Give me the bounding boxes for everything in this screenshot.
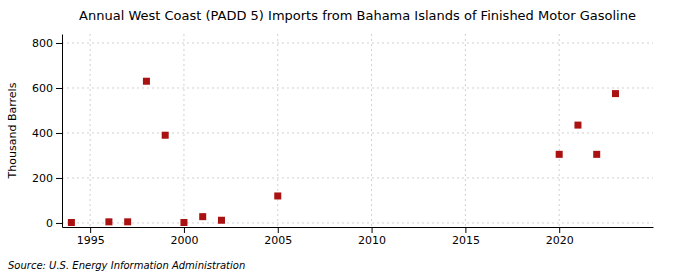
- y-axis-label: Thousand Barrels: [6, 82, 19, 179]
- x-axis: 1995 2000 2005 2010 2015 2020: [63, 227, 654, 247]
- axis-line: [63, 227, 654, 228]
- grid-line: [559, 34, 560, 227]
- point: [612, 90, 619, 97]
- grid: [62, 34, 653, 227]
- tick: 2020: [546, 227, 574, 247]
- tick: 1995: [77, 227, 105, 247]
- tick-mark: [559, 227, 560, 233]
- tick-label: 600: [32, 82, 53, 95]
- grid-line: [62, 222, 653, 223]
- point: [556, 151, 563, 158]
- tick-label: 200: [32, 172, 53, 185]
- point: [274, 192, 281, 199]
- point: [180, 219, 187, 226]
- tick-mark: [465, 227, 466, 233]
- tick-label: 2000: [170, 234, 198, 247]
- tick-mark: [56, 88, 62, 89]
- grid-line: [183, 34, 184, 227]
- tick: 600: [32, 82, 62, 95]
- tick-mark: [56, 43, 62, 44]
- point: [68, 219, 75, 226]
- marks: [68, 78, 619, 226]
- tick-mark: [278, 227, 279, 233]
- tick-mark: [56, 178, 62, 179]
- grid-line: [62, 42, 653, 43]
- tick-mark: [90, 227, 91, 233]
- point: [162, 132, 169, 139]
- tick: 400: [32, 127, 62, 140]
- point: [574, 122, 581, 129]
- axis-line: [62, 35, 63, 228]
- tick: 2005: [264, 227, 292, 247]
- point: [143, 78, 150, 85]
- tick-label: 1995: [77, 234, 105, 247]
- tick-label: 2015: [452, 234, 480, 247]
- point: [218, 217, 225, 224]
- point: [124, 218, 131, 225]
- grid-line: [371, 34, 372, 227]
- tick-mark: [184, 227, 185, 233]
- tick: 2015: [452, 227, 480, 247]
- tick-label: 800: [32, 37, 53, 50]
- grid-line: [62, 132, 653, 133]
- tick-label: 2010: [358, 234, 386, 247]
- plot: 1995 2000 2005 2010 2015 2020 0 200 400 600 800: [32, 34, 654, 247]
- tick-mark: [56, 223, 62, 224]
- point: [593, 151, 600, 158]
- source: Source: U.S. Energy Information Administ…: [8, 260, 245, 271]
- tick: 800: [32, 37, 62, 50]
- tick-mark: [56, 133, 62, 134]
- grid-line: [62, 177, 653, 178]
- tick: 200: [32, 172, 62, 185]
- point: [199, 213, 206, 220]
- tick-label: 2005: [264, 234, 292, 247]
- point: [105, 218, 112, 225]
- y-axis: 0 200 400 600 800: [32, 35, 63, 230]
- title: Annual West Coast (PADD 5) Imports from …: [79, 8, 636, 23]
- grid-line: [90, 34, 91, 227]
- tick-label: 2020: [546, 234, 574, 247]
- tick: 0: [46, 217, 62, 230]
- tick-label: 0: [46, 217, 53, 230]
- tick-label: 400: [32, 127, 53, 140]
- grid-line: [62, 87, 653, 88]
- chart: 1995 2000 2005 2010 2015 2020 0 200 400 600 800 Ann…: [0, 0, 675, 275]
- tick: 2010: [358, 227, 386, 247]
- grid-line: [465, 34, 466, 227]
- tick-mark: [372, 227, 373, 233]
- tick: 2000: [170, 227, 198, 247]
